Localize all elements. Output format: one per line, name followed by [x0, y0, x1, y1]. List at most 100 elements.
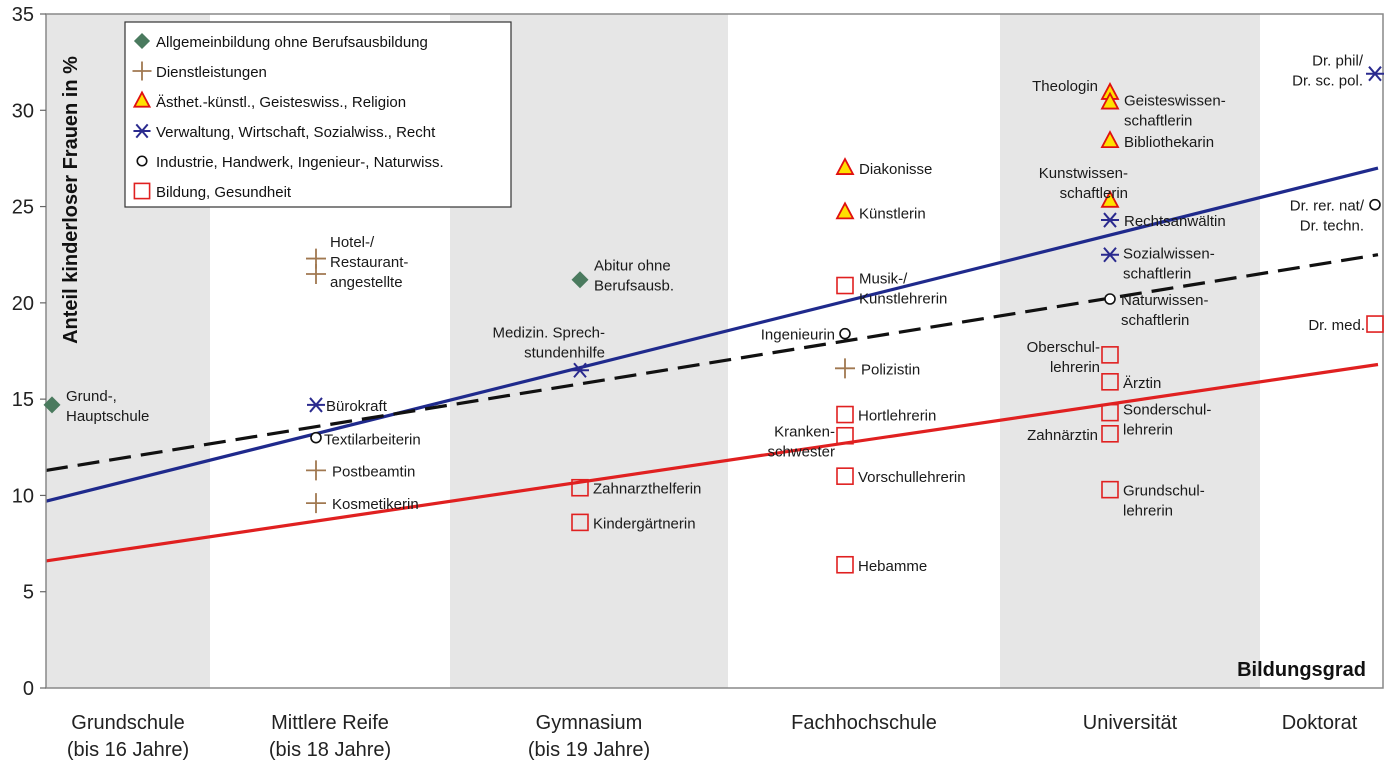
trendline-red — [45, 362, 1379, 563]
point-label-line: Kindergärtnerin — [593, 515, 696, 532]
point-label: Hortlehrerin — [858, 408, 936, 425]
point-label-line: schaftlerin — [1124, 113, 1192, 130]
point-label: Bibliothekarin — [1124, 134, 1214, 151]
diamond-marker — [133, 32, 151, 50]
point-label-line: Zahnärztin — [1027, 427, 1098, 444]
plus-marker — [306, 460, 326, 481]
point-label-line: schwester — [767, 444, 835, 461]
point-label: Musik-/ Kunstlehrerin — [859, 271, 947, 308]
x-tick-label: Fachhochschule — [791, 712, 937, 734]
y-axis: 0 5 10 15 20 25 30 35 — [12, 4, 46, 700]
point-label-line: Grund-, — [66, 388, 117, 405]
triangle-marker — [132, 90, 152, 108]
diamond-marker — [571, 271, 589, 289]
point-label: Postbeamtin — [332, 463, 415, 480]
marker-allgemein — [571, 271, 589, 289]
marker-bildung — [571, 513, 589, 532]
x-axis: Grundschule (bis 16 Jahre) Mittlere Reife (… — [67, 712, 1358, 761]
point-label-line: Kunstwissen- — [1039, 165, 1128, 182]
point-label: Sozialwissen-schaftlerin — [1123, 246, 1215, 283]
point-label-line: lehrerin — [1123, 422, 1173, 439]
marker-allgemein — [133, 32, 151, 50]
trendline-dash — [45, 253, 1379, 472]
point-label-line: Diakonisse — [859, 161, 932, 178]
point-label: Geisteswissen-schaftlerin — [1124, 93, 1226, 130]
point-label: Bürokraft — [326, 398, 388, 415]
legend-label: Verwaltung, Wirtschaft, Sozialwiss., Rec… — [156, 124, 436, 141]
marker-dienst — [835, 358, 855, 379]
star-marker — [307, 397, 325, 413]
star-marker — [1101, 212, 1119, 228]
square-marker — [1101, 373, 1119, 391]
point-label: Ärztin — [1123, 375, 1161, 392]
triangle-marker — [1100, 91, 1120, 110]
square-marker — [1101, 346, 1119, 364]
marker-aesthet — [835, 157, 855, 175]
point-label: Dr. med. — [1308, 317, 1365, 334]
plus-marker — [132, 61, 152, 81]
trendlines — [45, 166, 1379, 563]
plus-marker — [306, 493, 326, 514]
marker-aesthet — [1100, 91, 1120, 110]
point-label-line: angestellte — [330, 274, 403, 291]
plot-frame — [45, 13, 1384, 689]
point-label-line: Abitur ohne — [594, 258, 671, 275]
x-tick-label: Grundschule — [71, 712, 184, 734]
point-label: Hotel-/ Restaurant-angestellte — [330, 234, 408, 291]
point-label-line: Oberschul- — [1027, 339, 1100, 356]
point-label-line: Bürokraft — [326, 398, 388, 415]
marker-bildung — [836, 555, 854, 574]
point-label-line: Zahnarzthelferin — [593, 481, 701, 498]
y-tick-label: 20 — [12, 293, 34, 315]
y-tick-label: 5 — [23, 582, 34, 604]
legend-label: Bildung, Gesundheit — [156, 184, 292, 201]
y-tick-label: 35 — [12, 4, 34, 26]
point-label: Kunstwissen-schaftlerin — [1039, 165, 1128, 202]
marker-dienst — [306, 263, 326, 284]
point-label-line: Dr. sc. pol. — [1292, 73, 1363, 90]
legend: Allgemeinbildung ohne Berufsausbildung Di… — [124, 21, 512, 208]
point-label-line: Berufsausb. — [594, 278, 674, 295]
point-label: Kosmetikerin — [332, 496, 419, 513]
point-label-line: Dr. phil/ — [1312, 53, 1364, 70]
marker-dienst — [306, 460, 326, 481]
point-label-line: Textilarbeiterin — [324, 432, 421, 449]
y-tick-label: 0 — [23, 678, 34, 700]
marker-bildung — [1101, 346, 1119, 364]
x-tick-label: Universität — [1083, 712, 1178, 734]
point-label-line: Hauptschule — [66, 408, 149, 425]
x-tick-label-line2: (bis 19 Jahre) — [528, 739, 650, 761]
point-label-line: Hortlehrerin — [858, 408, 936, 425]
point-label-line: Hotel-/ — [330, 234, 375, 251]
legend-box — [124, 21, 512, 208]
square-marker — [571, 478, 589, 497]
point-label-line: Hebamme — [858, 558, 927, 575]
point-label-line: Medizin. Sprech- — [492, 324, 605, 341]
triangle-marker — [1100, 130, 1120, 148]
point-label-line: Naturwissen- — [1121, 292, 1209, 309]
point-label: Vorschullehrerin — [858, 469, 966, 486]
square-marker — [571, 513, 589, 532]
point-label-line: Rechtsanwältin — [1124, 213, 1226, 230]
star-marker — [133, 123, 151, 139]
point-label: Sonderschul-lehrerin — [1123, 402, 1211, 439]
marker-bildung — [836, 467, 854, 485]
point-label-line: Postbeamtin — [332, 463, 415, 480]
square-marker — [836, 426, 854, 445]
plus-marker — [835, 358, 855, 379]
y-tick-label: 10 — [12, 485, 34, 507]
point-label-line: Theologin — [1032, 78, 1098, 95]
point-label: Oberschul-lehrerin — [1027, 339, 1100, 376]
point-label-line: Polizistin — [861, 361, 920, 378]
square-marker — [1101, 480, 1119, 499]
marker-verwaltung — [1101, 212, 1119, 228]
point-label: Abitur ohne Berufsausb. — [594, 258, 674, 295]
band-4 — [1000, 14, 1260, 688]
point-label: Hebamme — [858, 558, 927, 575]
marker-industrie — [839, 327, 851, 340]
marker-verwaltung — [307, 397, 325, 413]
point-label-line: Musik-/ — [859, 271, 908, 288]
circle-marker — [1369, 198, 1381, 211]
circle-marker — [839, 327, 851, 340]
